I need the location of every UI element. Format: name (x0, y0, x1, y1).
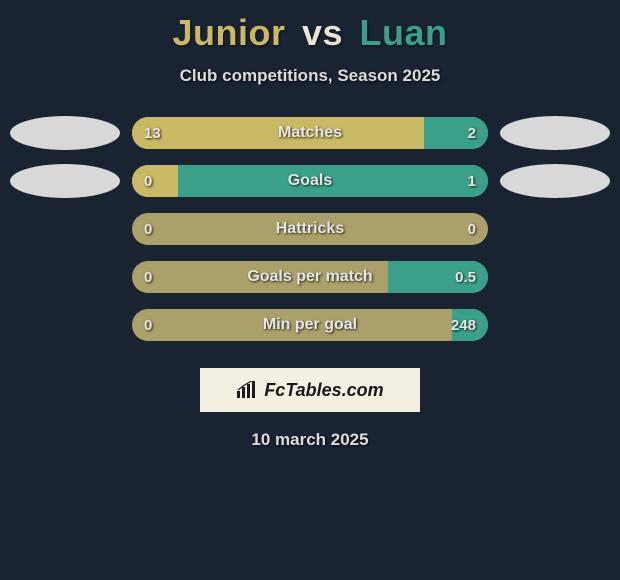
stat-value-player2: 2 (468, 117, 476, 149)
stat-value-player2: 0 (468, 213, 476, 245)
bar-fill-player1 (132, 165, 178, 197)
stat-value-player1: 0 (144, 261, 152, 293)
stat-bar: 132Matches (132, 117, 488, 149)
stat-row: 00.5Goals per match (10, 260, 610, 294)
stat-value-player1: 0 (144, 213, 152, 245)
comparison-card: Junior vs Luan Club competitions, Season… (0, 0, 620, 450)
stat-value-player2: 248 (451, 309, 476, 341)
stat-value-player2: 1 (468, 165, 476, 197)
page-title: Junior vs Luan (172, 12, 447, 54)
stat-row: 132Matches (10, 116, 610, 150)
stat-row: 0 0Hattricks (10, 212, 610, 246)
player1-badge (10, 260, 120, 294)
stat-bar: 01Goals (132, 165, 488, 197)
subtitle: Club competitions, Season 2025 (180, 66, 441, 86)
stat-rows: 132Matches01Goals00Hattricks00.5Goals pe… (10, 116, 610, 356)
player2-badge (500, 308, 610, 342)
player1-badge (10, 164, 120, 198)
stat-row: 0 248Min per goal (10, 308, 610, 342)
player1-badge (10, 116, 120, 150)
fctables-logo: FcTables.com (200, 368, 420, 412)
vs-separator: vs (302, 12, 343, 53)
stat-value-player2: 0.5 (455, 261, 476, 293)
player2-badge (500, 164, 610, 198)
stat-bar: 0 248Min per goal (132, 309, 488, 341)
date-label: 10 march 2025 (251, 430, 368, 450)
stat-value-player1: 0 (144, 309, 152, 341)
player1-name: Junior (172, 12, 285, 53)
stat-label: Hattricks (132, 213, 488, 245)
stat-label: Min per goal (132, 309, 488, 341)
player2-name: Luan (360, 12, 448, 53)
player1-badge (10, 212, 120, 246)
bar-fill-player2 (178, 165, 488, 197)
player1-badge (10, 308, 120, 342)
stat-bar: 0 0Hattricks (132, 213, 488, 245)
bar-fill-player1 (132, 117, 424, 149)
player2-badge (500, 212, 610, 246)
player2-badge (500, 116, 610, 150)
stat-value-player1: 0 (144, 165, 152, 197)
stat-bar: 00.5Goals per match (132, 261, 488, 293)
logo-text: FcTables.com (264, 380, 383, 401)
bar-chart-icon (236, 381, 258, 399)
player2-badge (500, 260, 610, 294)
bar-fill-player2 (424, 117, 488, 149)
stat-value-player1: 13 (144, 117, 161, 149)
stat-row: 01Goals (10, 164, 610, 198)
